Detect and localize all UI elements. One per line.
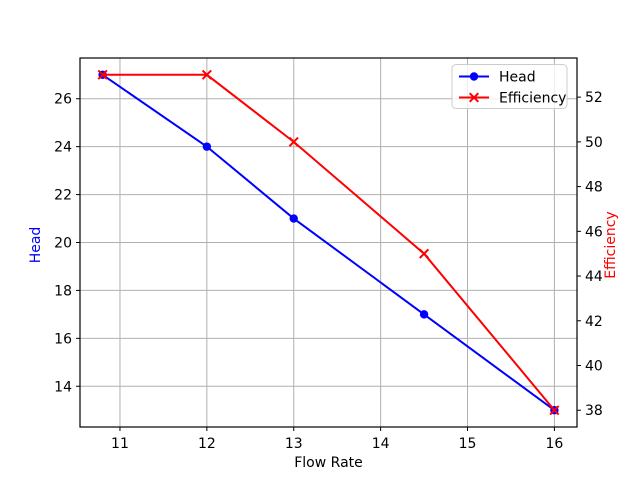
left-y-tick-label: 18 <box>54 283 72 299</box>
left-y-tick-label: 14 <box>54 379 72 395</box>
right-y-axis-label: Efficiency <box>603 211 619 278</box>
head-marker <box>202 142 212 151</box>
legend-label: Efficiency <box>499 91 566 107</box>
x-axis-label: Flow Rate <box>294 455 363 471</box>
right-y-tick-label: 46 <box>585 224 603 240</box>
left-y-tick-label: 20 <box>54 236 72 252</box>
right-y-tick-label: 38 <box>585 403 603 419</box>
legend-label: Head <box>499 70 536 86</box>
x-tick-label: 13 <box>285 436 303 452</box>
left-y-tick-label: 22 <box>54 188 72 204</box>
right-y-tick-label: 52 <box>585 90 603 106</box>
efficiency-marker <box>97 69 108 80</box>
right-y-tick-label: 40 <box>585 359 603 375</box>
efficiency-marker <box>201 69 212 80</box>
head-marker <box>419 310 429 319</box>
left-y-tick-label: 24 <box>54 140 72 156</box>
chart-generated: 11 12 13 14 15 16 14 16 18 20 22 24 26 38 40 42 44 46 48 50… <box>54 57 603 452</box>
right-y-tick-label: 50 <box>585 135 603 151</box>
efficiency-marker <box>549 405 560 416</box>
efficiency-marker <box>419 248 430 259</box>
left-y-tick-label: 26 <box>54 92 72 108</box>
right-y-tick-label: 48 <box>585 180 603 196</box>
right-y-tick-label: 42 <box>585 314 603 330</box>
legend-marker-circle <box>469 72 479 81</box>
x-tick-label: 15 <box>459 436 477 452</box>
right-y-tick-label: 44 <box>585 269 603 285</box>
x-tick-label: 14 <box>372 436 390 452</box>
legend-marker-x <box>468 92 480 103</box>
efficiency-marker <box>288 136 299 147</box>
x-tick-label: 16 <box>545 436 563 452</box>
x-tick-label: 12 <box>198 436 216 452</box>
left-y-tick-label: 16 <box>54 331 72 347</box>
head-marker <box>289 214 298 223</box>
x-tick-label: 11 <box>111 436 129 452</box>
left-y-axis-label: Head <box>28 227 44 264</box>
